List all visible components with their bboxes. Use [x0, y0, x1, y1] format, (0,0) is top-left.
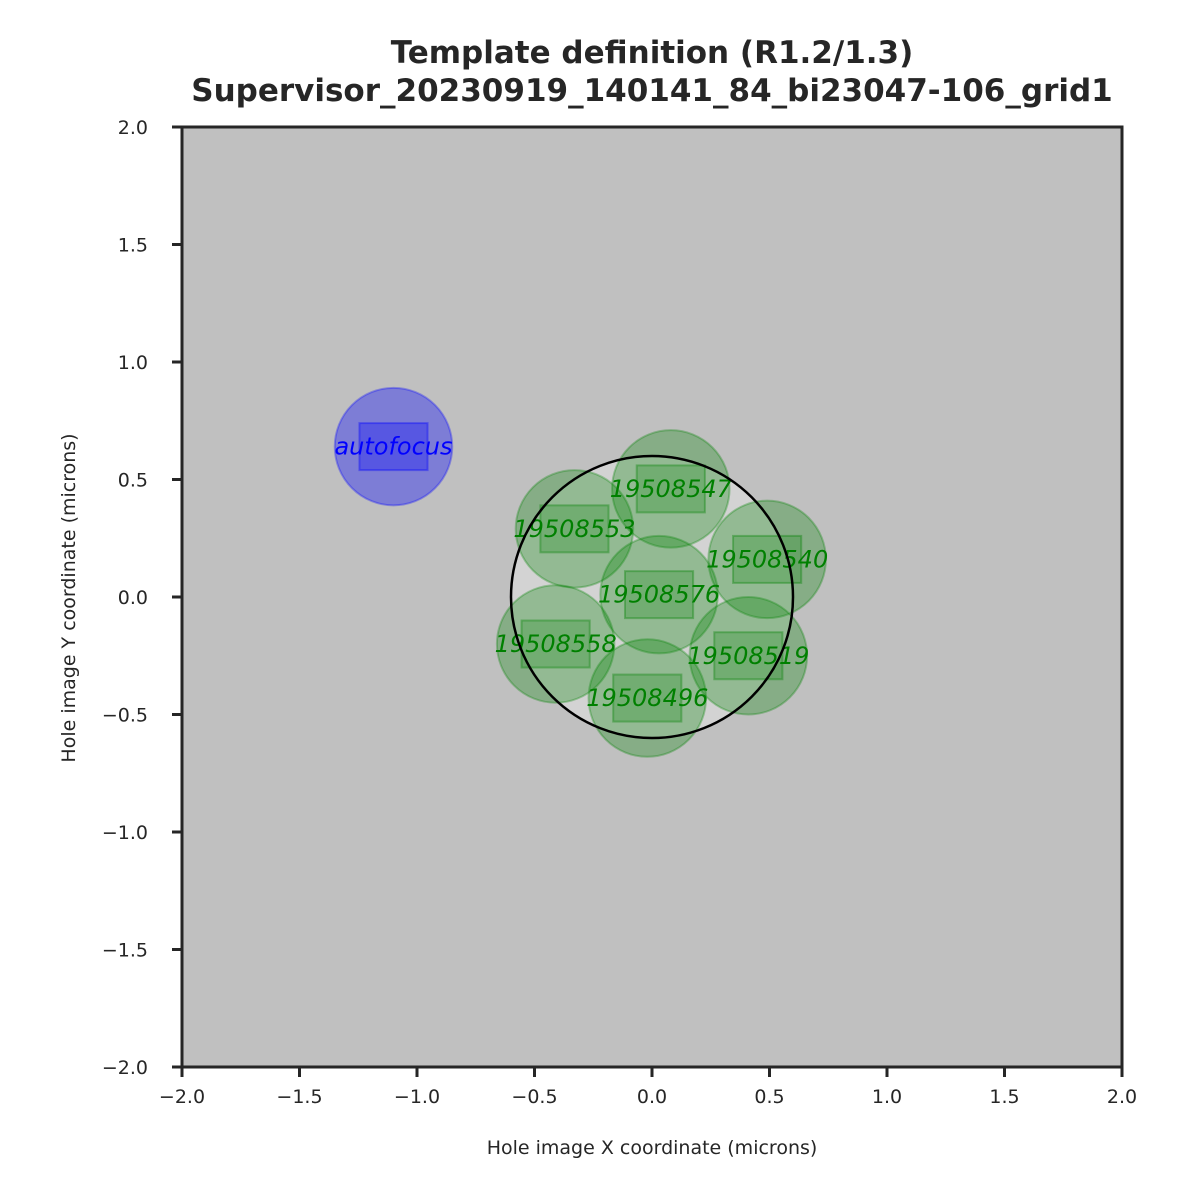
- exposure-circle: [495, 584, 616, 704]
- chart-title-line-2: Supervisor_20230919_140141_84_bi23047-10…: [191, 73, 1113, 109]
- x-tick-label: −0.5: [511, 1086, 557, 1108]
- y-tick-label: −1.5: [102, 940, 148, 962]
- hole-outline: [509, 454, 795, 740]
- exposure-box: [520, 619, 591, 669]
- exposure-circle: [587, 638, 708, 758]
- x-tick-label: −1.5: [276, 1086, 322, 1108]
- exposure-label: 19508553: [513, 515, 635, 543]
- x-tick-label: 0.0: [637, 1086, 667, 1108]
- exposure-label: 19508576: [598, 581, 720, 609]
- y-tick-label: −0.5: [102, 705, 148, 727]
- y-tick-label: 1.5: [118, 235, 148, 257]
- hole-fill: [511, 456, 793, 738]
- exposure-box: [539, 504, 610, 554]
- exposure-circle: [599, 534, 719, 655]
- exposure-circle: [688, 596, 809, 716]
- y-tick-label: 0.0: [118, 587, 148, 609]
- exposure-box: [623, 570, 695, 620]
- autofocus-circle: [333, 386, 454, 507]
- y-axis-label: Hole image Y coordinate (microns): [58, 433, 80, 762]
- y-tick-label: 2.0: [118, 117, 148, 139]
- exposure-box: [612, 673, 683, 723]
- y-tick-label: 1.0: [118, 352, 148, 374]
- x-tick-label: 1.0: [872, 1086, 902, 1108]
- exposure-box: [635, 464, 706, 514]
- y-tick-label: −2.0: [102, 1057, 148, 1079]
- y-tick-label: −1.0: [102, 822, 148, 844]
- exposure-box: [732, 534, 803, 584]
- x-tick-label: 0.5: [754, 1086, 784, 1108]
- x-tick-label: −2.0: [159, 1086, 205, 1108]
- exposure-circle: [707, 499, 827, 620]
- autofocus-label: autofocus: [334, 433, 452, 461]
- x-tick-label: 1.5: [989, 1086, 1019, 1108]
- chart-title-line-1: Template definition (R1.2/1.3): [391, 35, 914, 71]
- exposure-label: 19508540: [706, 545, 828, 573]
- x-axis-label: Hole image X coordinate (microns): [487, 1137, 818, 1159]
- y-tick-label: 0.5: [118, 470, 148, 492]
- exposure-label: 19508558: [495, 630, 617, 658]
- x-tick-label: 2.0: [1107, 1086, 1137, 1108]
- axes: −2.0 −1.5 −1.0 −0.5 0.0 0.5 1.0 1.5 2.0 −2.0 −1.5 −…: [102, 117, 1137, 1108]
- x-tick-label: −1.0: [394, 1086, 440, 1108]
- exposure-circle: [514, 469, 635, 589]
- exposure-label: 19508547: [610, 475, 733, 503]
- autofocus-box: [358, 422, 429, 472]
- exposure-label: 19508496: [586, 684, 708, 712]
- exposure-circle: [611, 429, 731, 549]
- plot-area: 19508547 19508553 19508540 19508576 19508558…: [182, 127, 1122, 1067]
- exposure-label: 19508519: [687, 642, 809, 670]
